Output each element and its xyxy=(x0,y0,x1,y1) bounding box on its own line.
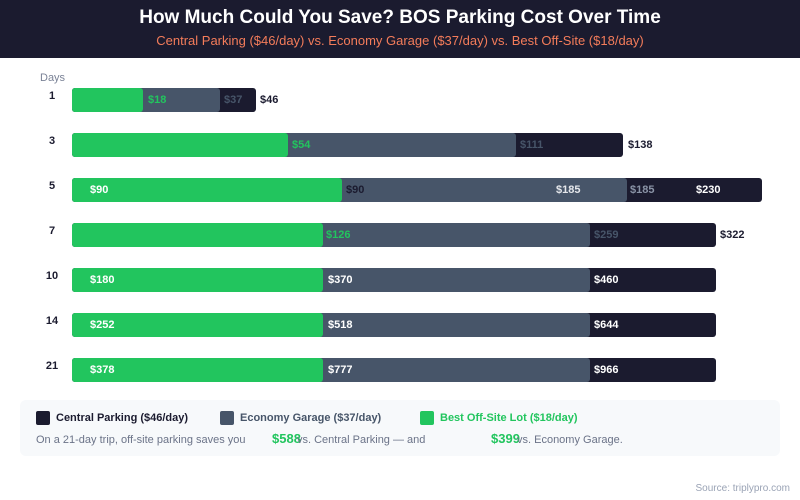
data-label: $90 xyxy=(90,184,109,196)
data-label: $644 xyxy=(594,319,619,331)
bar-offsite-3-days xyxy=(72,133,288,157)
data-label: $322 xyxy=(720,229,745,241)
data-label: $46 xyxy=(260,94,279,106)
data-label: $185 xyxy=(556,184,581,196)
legend-label: Central Parking ($46/day) xyxy=(56,412,189,424)
data-label: $138 xyxy=(628,139,653,151)
legend-central: Central Parking ($46/day) xyxy=(36,411,188,425)
savings-amount-central: $588 xyxy=(272,431,301,446)
legend-swatch xyxy=(420,411,434,425)
bar-offsite-1-days xyxy=(72,88,143,112)
legend-swatch xyxy=(36,411,50,425)
legend-swatch xyxy=(220,411,234,425)
bar-offsite-21-days xyxy=(72,358,323,382)
data-label: $252 xyxy=(90,319,115,331)
data-label: $370 xyxy=(328,274,353,286)
data-label: $378 xyxy=(90,364,115,376)
chart-header: How Much Could You Save? BOS Parking Cos… xyxy=(0,0,800,58)
data-label: $230 xyxy=(696,184,721,196)
row-label-5-days: 5 xyxy=(48,180,56,192)
source-credit: Source: triplypro.com xyxy=(695,483,790,494)
data-label: $111 xyxy=(520,139,544,151)
savings-amount-economy: $399 xyxy=(491,431,520,446)
data-label: $185 xyxy=(630,184,655,196)
y-axis-label: Days xyxy=(40,72,66,84)
data-label: $460 xyxy=(594,274,619,286)
data-label: $37 xyxy=(224,94,243,106)
data-label: $518 xyxy=(328,319,353,331)
row-label-10-days: 10 xyxy=(45,270,59,282)
chart-subtitle: Central Parking ($46/day) vs. Economy Ga… xyxy=(156,33,644,48)
bar-offsite-14-days xyxy=(72,313,323,337)
data-label: $126 xyxy=(326,229,351,241)
data-label: $966 xyxy=(594,364,619,376)
data-label: $777 xyxy=(328,364,353,376)
savings-note: vs. Central Parking — and xyxy=(297,434,426,446)
savings-note: On a 21-day trip, off-site parking saves… xyxy=(36,434,246,446)
data-label: $18 xyxy=(148,94,167,106)
bar-offsite-5-days xyxy=(72,178,342,202)
bar-offsite-10-days xyxy=(72,268,323,292)
savings-note: vs. Economy Garage. xyxy=(517,434,623,446)
data-label: $259 xyxy=(594,229,619,241)
legend: Central Parking ($46/day) Economy Garage… xyxy=(20,400,780,456)
legend-offsite: Best Off-Site Lot ($18/day) xyxy=(420,411,578,425)
legend-label: Economy Garage ($37/day) xyxy=(240,412,382,424)
row-label-1-days: 1 xyxy=(48,90,56,102)
row-label-21-days: 21 xyxy=(45,360,59,372)
data-label: $90 xyxy=(346,184,365,196)
data-label: $180 xyxy=(90,274,115,286)
row-label-3-days: 3 xyxy=(48,135,56,147)
bar-offsite-7-days xyxy=(72,223,323,247)
data-label: $54 xyxy=(292,139,311,151)
legend-label: Best Off-Site Lot ($18/day) xyxy=(440,412,578,424)
legend-economy: Economy Garage ($37/day) xyxy=(220,411,381,425)
row-label-7-days: 7 xyxy=(48,225,56,237)
row-label-14-days: 14 xyxy=(45,315,59,327)
chart-title: How Much Could You Save? BOS Parking Cos… xyxy=(139,7,661,28)
